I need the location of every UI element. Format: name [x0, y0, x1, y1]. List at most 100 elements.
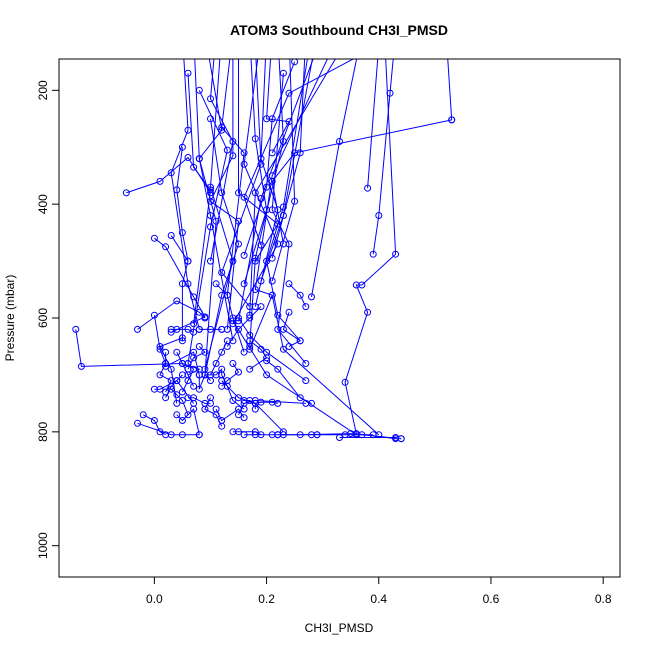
data-point-18-3: [240, 280, 248, 288]
data-point-33-2: [251, 286, 259, 293]
profile-line-13: [209, 59, 234, 262]
profile-line-65: [271, 295, 380, 436]
data-point-80-0: [229, 360, 237, 367]
y-tick-label-2: 600: [36, 308, 50, 328]
data-point-78-2: [167, 377, 175, 385]
data-point-69-2: [235, 325, 242, 333]
y-tick-label-0: 200: [36, 80, 50, 100]
data-point-21-2: [212, 217, 220, 225]
data-point-68-2: [302, 303, 310, 311]
data-point-36-0: [279, 69, 287, 77]
data-point-71-3: [207, 371, 214, 379]
data-point-7-2: [184, 154, 192, 161]
data-point-56-1: [167, 431, 175, 439]
data-point-59-0: [240, 431, 248, 439]
data-point-32-2: [257, 277, 265, 285]
data-point-56-2: [178, 431, 186, 439]
data-point-9-2: [178, 229, 186, 237]
profile-line-27: [243, 61, 296, 256]
data-point-70-3: [240, 348, 248, 356]
data-point-43-1: [162, 362, 170, 370]
data-point-51-1: [240, 399, 248, 407]
x-tick-label-2: 0.4: [370, 592, 387, 606]
data-point-20-0: [184, 69, 192, 77]
data-point-57-3: [195, 431, 203, 439]
profile-line-7: [126, 156, 211, 194]
data-point-63-1: [296, 431, 304, 439]
data-point-41-2: [184, 325, 192, 333]
data-point-65-1: [279, 345, 287, 353]
data-point-5-0: [448, 116, 456, 124]
data-point-64-1: [263, 371, 271, 379]
data-point-8-0: [179, 30, 185, 36]
profile-line-35: [271, 59, 296, 282]
profile-line-33: [249, 59, 328, 350]
profile-line-3: [344, 59, 397, 440]
data-point-22-0: [195, 86, 203, 94]
data-point-27-3: [240, 251, 248, 259]
data-point-78-1: [156, 371, 164, 379]
profile-line-2: [367, 59, 379, 189]
profile-line-53: [266, 360, 312, 404]
data-point-49-2: [229, 397, 237, 404]
profile-line-25: [221, 59, 262, 307]
data-point-11-0: [167, 232, 175, 239]
data-point-55-0: [139, 411, 147, 419]
data-point-70-2: [229, 314, 237, 322]
data-point-38-1: [77, 362, 85, 370]
data-point-34-2: [263, 257, 271, 265]
data-point-78-0: [162, 360, 170, 367]
data-point-24-2: [235, 240, 242, 248]
data-point-73-2: [184, 377, 192, 385]
data-point-59-1: [251, 431, 259, 439]
data-point-22-1: [223, 146, 231, 154]
data-point-23-0: [219, 30, 225, 36]
profile-line-5: [271, 119, 452, 245]
data-point-45-1: [173, 391, 181, 399]
data-point-55-1: [150, 417, 158, 424]
profile-line-29: [249, 59, 336, 316]
y-tick-label-1: 400: [36, 194, 50, 214]
data-point-79-3: [246, 365, 254, 373]
data-point-41-3: [190, 328, 198, 336]
data-point-4-2: [308, 293, 315, 301]
data-point-27-0: [291, 59, 299, 66]
profile-line-39: [153, 315, 167, 364]
data-point-78-3: [162, 388, 170, 396]
data-point-76-1: [201, 405, 209, 413]
y-axis-label: Pressure (mbar): [3, 275, 17, 362]
data-point-72-0: [173, 348, 181, 356]
x-tick-label-3: 0.6: [483, 592, 500, 606]
data-point-42-0: [195, 325, 203, 333]
data-point-71-1: [218, 348, 226, 356]
profile-line-54: [221, 380, 284, 433]
profile-line-43: [165, 351, 200, 376]
data-point-16-3: [235, 217, 242, 225]
data-point-25-0: [252, 42, 258, 48]
data-point-67-3: [285, 343, 293, 350]
data-point-73-3: [178, 388, 186, 396]
profile-line-45: [170, 388, 189, 415]
data-point-74-3: [184, 365, 192, 373]
data-point-17-1: [235, 189, 242, 197]
profile-line-16: [209, 59, 240, 330]
data-point-0-3: [369, 250, 377, 258]
data-point-40-0: [178, 334, 186, 342]
data-point-65-0: [375, 431, 383, 439]
data-point-42-1: [207, 325, 214, 333]
data-point-66-0: [302, 377, 310, 385]
data-point-56-0: [134, 419, 141, 427]
data-point-76-0: [207, 394, 214, 402]
data-point-22-2: [207, 223, 214, 231]
profile-line-69: [226, 306, 262, 347]
profile-line-20: [187, 73, 212, 324]
data-point-54-2: [251, 399, 259, 407]
profile-line-74: [187, 346, 206, 370]
data-point-77-1: [218, 417, 226, 424]
x-tick-label-1: 0.2: [258, 592, 275, 606]
profile-line-70: [215, 283, 245, 353]
data-point-62-0: [336, 434, 343, 441]
data-point-23-2: [229, 257, 237, 265]
data-point-68-1: [296, 291, 304, 299]
data-point-14-1: [218, 123, 226, 131]
